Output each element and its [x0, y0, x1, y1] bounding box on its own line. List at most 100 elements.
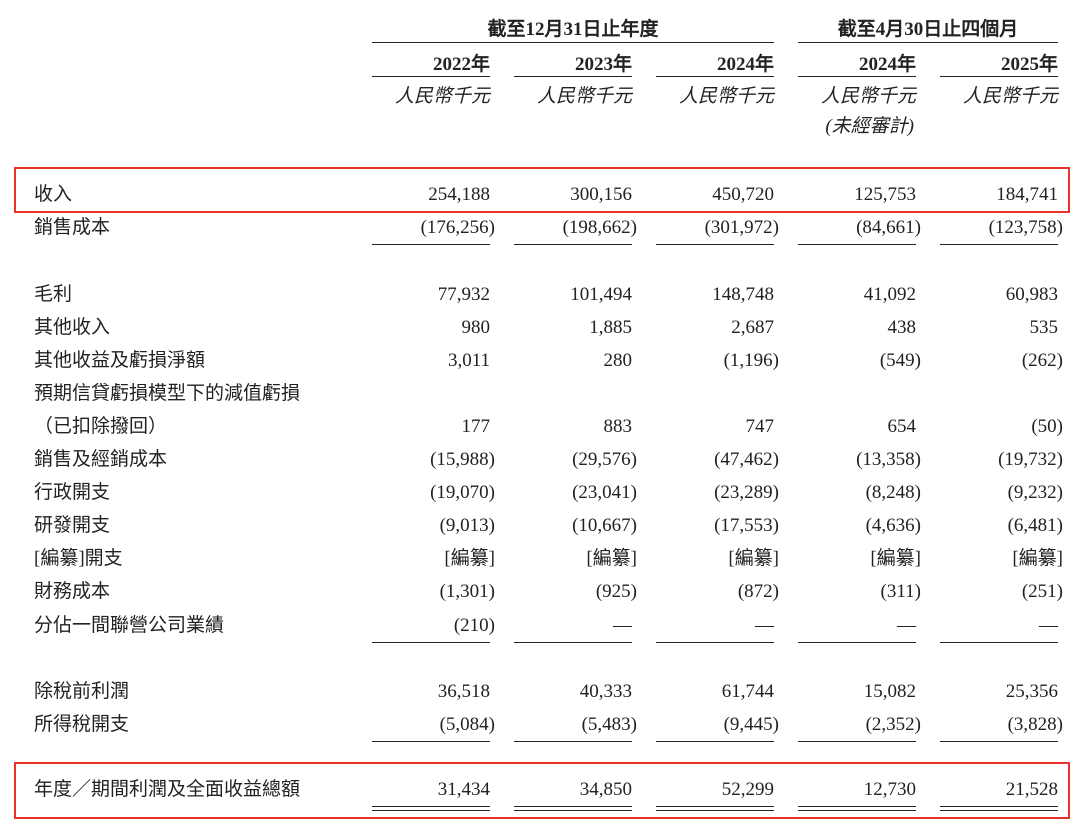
cell-value: 148,748: [712, 284, 774, 305]
underline: [798, 642, 916, 643]
year-rule: [372, 76, 490, 77]
cell-value: (1,196): [723, 350, 779, 371]
highlight-box: [14, 762, 1070, 819]
cell-value: (29,576): [572, 449, 637, 470]
underline: [514, 244, 632, 245]
cell-value: (13,358): [856, 449, 921, 470]
cell-value: (3,828): [1007, 714, 1063, 735]
cell-value: 177: [461, 416, 491, 437]
underline: [372, 806, 490, 807]
cell-value: 101,494: [570, 284, 632, 305]
cell-value: (17,553): [714, 515, 779, 536]
unit-header: 人民幣千元: [536, 86, 632, 107]
cell-value: 300,156: [570, 184, 632, 205]
row-label: 分佔一間聯營公司業績: [34, 615, 225, 636]
cell-value: (47,462): [714, 449, 779, 470]
cell-value: 883: [603, 416, 633, 437]
group-rule: [372, 42, 774, 43]
underline: [656, 741, 774, 742]
underline: [656, 810, 774, 811]
cell-value: (4,636): [865, 515, 921, 536]
year-rule: [798, 76, 916, 77]
cell-value: [編纂]: [1012, 548, 1063, 569]
cell-value: 31,434: [437, 779, 490, 800]
cell-value: (549): [879, 350, 921, 371]
cell-value: 450,720: [712, 184, 774, 205]
cell-value: (8,248): [865, 482, 921, 503]
unit-header: 人民幣千元: [394, 86, 490, 107]
underline: [940, 806, 1058, 807]
cell-value: (23,041): [572, 482, 637, 503]
cell-value: 184,741: [996, 184, 1058, 205]
row-label: 收入: [34, 184, 73, 205]
row-label: 行政開支: [34, 482, 111, 503]
cell-value: —: [1039, 615, 1058, 636]
row-sublabel: （已扣除撥回）: [34, 416, 168, 437]
unit-header: 人民幣千元: [678, 86, 774, 107]
underline: [798, 810, 916, 811]
cell-value: (210): [453, 615, 495, 636]
year-rule: [940, 76, 1058, 77]
year-header: 2024年: [858, 54, 916, 75]
cell-value: 1,885: [589, 317, 632, 338]
underline: [372, 244, 490, 245]
row-label: 財務成本: [34, 581, 111, 602]
cell-value: (872): [737, 581, 779, 602]
row-label: 其他收入: [34, 317, 111, 338]
row-label: 所得稅開支: [34, 714, 130, 735]
cell-value: (925): [595, 581, 637, 602]
cell-value: 747: [745, 416, 775, 437]
underline: [940, 810, 1058, 811]
underline: [514, 741, 632, 742]
cell-value: (5,483): [581, 714, 637, 735]
cell-value: (123,758): [988, 217, 1063, 238]
cell-value: (10,667): [572, 515, 637, 536]
underline: [514, 806, 632, 807]
cell-value: (198,662): [562, 217, 637, 238]
underline: [656, 244, 774, 245]
row-label: 銷售成本: [34, 217, 111, 238]
year-header: 2023年: [574, 54, 632, 75]
cell-value: (311): [880, 581, 921, 602]
year-rule: [656, 76, 774, 77]
underline: [940, 741, 1058, 742]
row-label: 預期信貸虧損模型下的減值虧損: [34, 383, 301, 404]
row-label: [編纂]開支: [34, 548, 123, 569]
cell-value: 60,983: [1005, 284, 1058, 305]
cell-value: 980: [461, 317, 491, 338]
cell-value: (84,661): [856, 217, 921, 238]
year-header: 2024年: [716, 54, 774, 75]
cell-value: 36,518: [437, 681, 490, 702]
underline: [372, 741, 490, 742]
cell-value: 535: [1029, 317, 1059, 338]
group-header: 截至4月30日止四個月: [837, 19, 1019, 40]
cell-value: (301,972): [704, 217, 779, 238]
cell-value: 21,528: [1005, 779, 1058, 800]
cell-value: (23,289): [714, 482, 779, 503]
row-label: 毛利: [34, 284, 73, 305]
underline: [656, 806, 774, 807]
unit-header: 人民幣千元: [820, 86, 916, 107]
cell-value: (15,988): [430, 449, 495, 470]
cell-value: 52,299: [721, 779, 774, 800]
underline: [372, 810, 490, 811]
cell-value: (1,301): [439, 581, 495, 602]
cell-value: —: [897, 615, 916, 636]
cell-value: [編纂]: [728, 548, 779, 569]
group-rule: [798, 42, 1058, 43]
row-label: 年度／期間利潤及全面收益總額: [34, 779, 301, 800]
cell-value: 25,356: [1005, 681, 1058, 702]
cell-value: —: [755, 615, 774, 636]
cell-value: 41,092: [863, 284, 916, 305]
cell-value: (19,732): [998, 449, 1063, 470]
cell-value: (6,481): [1007, 515, 1063, 536]
cell-value: 254,188: [428, 184, 490, 205]
cell-value: (5,084): [439, 714, 495, 735]
year-rule: [514, 76, 632, 77]
unaudited-note: (未經審計): [825, 116, 914, 137]
year-header: 2022年: [432, 54, 490, 75]
cell-value: 125,753: [854, 184, 916, 205]
cell-value: 280: [603, 350, 633, 371]
underline: [372, 642, 490, 643]
